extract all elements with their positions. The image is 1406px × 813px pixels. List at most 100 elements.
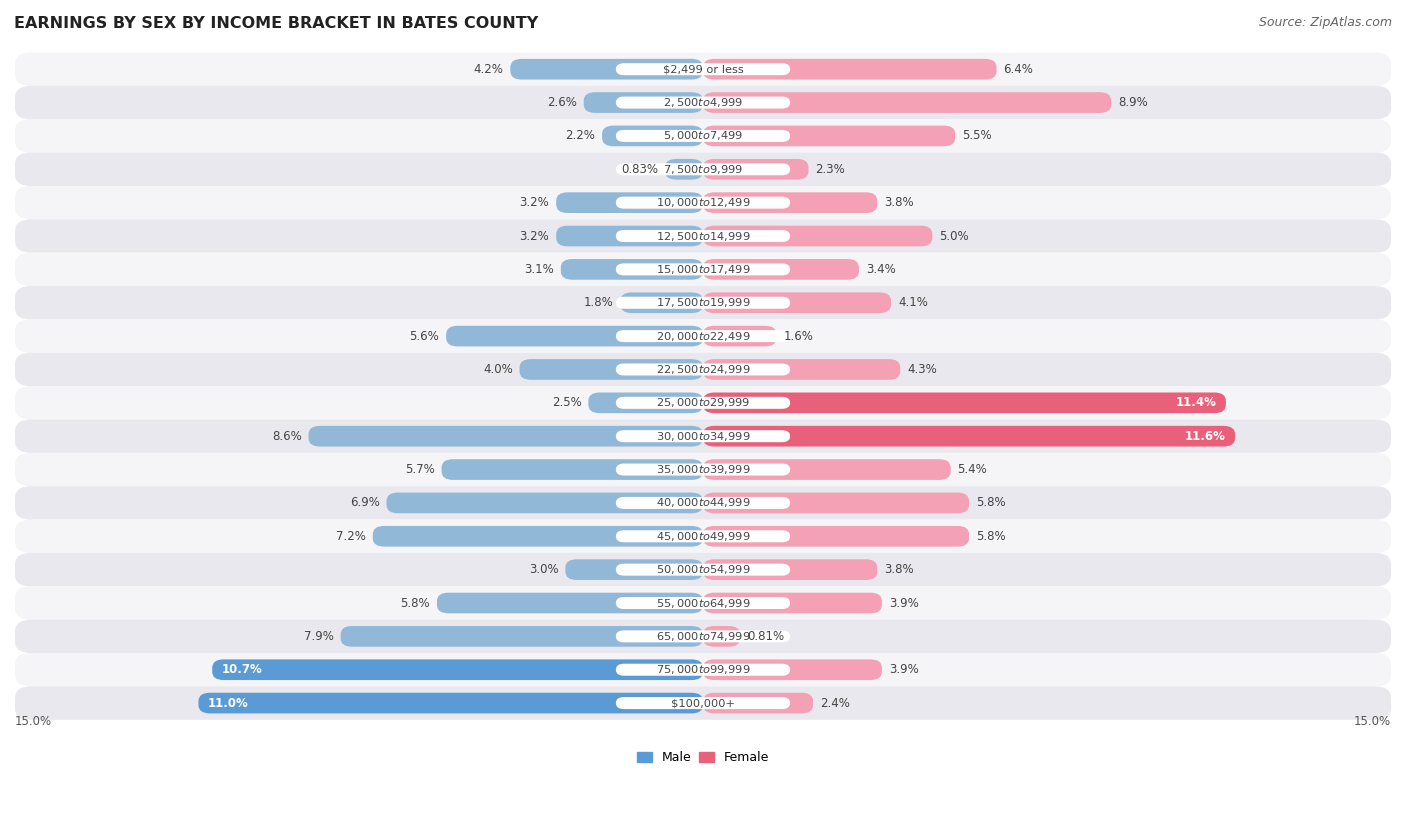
Text: $20,000 to $22,499: $20,000 to $22,499 bbox=[655, 329, 751, 342]
Text: $5,000 to $7,499: $5,000 to $7,499 bbox=[664, 129, 742, 142]
Text: $12,500 to $14,999: $12,500 to $14,999 bbox=[655, 229, 751, 242]
FancyBboxPatch shape bbox=[616, 263, 790, 276]
FancyBboxPatch shape bbox=[557, 226, 703, 246]
FancyBboxPatch shape bbox=[15, 53, 1391, 86]
FancyBboxPatch shape bbox=[15, 620, 1391, 653]
FancyBboxPatch shape bbox=[510, 59, 703, 80]
Text: 10.7%: 10.7% bbox=[221, 663, 262, 676]
Text: 8.9%: 8.9% bbox=[1118, 96, 1147, 109]
Text: 3.2%: 3.2% bbox=[520, 229, 550, 242]
FancyBboxPatch shape bbox=[557, 193, 703, 213]
Text: 5.8%: 5.8% bbox=[976, 497, 1005, 510]
Text: $75,000 to $99,999: $75,000 to $99,999 bbox=[655, 663, 751, 676]
FancyBboxPatch shape bbox=[703, 159, 808, 180]
Text: 3.0%: 3.0% bbox=[529, 563, 558, 576]
FancyBboxPatch shape bbox=[620, 293, 703, 313]
Text: EARNINGS BY SEX BY INCOME BRACKET IN BATES COUNTY: EARNINGS BY SEX BY INCOME BRACKET IN BAT… bbox=[14, 16, 538, 31]
Text: $50,000 to $54,999: $50,000 to $54,999 bbox=[655, 563, 751, 576]
FancyBboxPatch shape bbox=[15, 253, 1391, 286]
FancyBboxPatch shape bbox=[703, 59, 997, 80]
FancyBboxPatch shape bbox=[198, 693, 703, 714]
FancyBboxPatch shape bbox=[15, 420, 1391, 453]
Text: 11.6%: 11.6% bbox=[1185, 430, 1226, 443]
Text: 15.0%: 15.0% bbox=[1354, 715, 1391, 728]
Text: $35,000 to $39,999: $35,000 to $39,999 bbox=[655, 463, 751, 476]
Text: 1.6%: 1.6% bbox=[783, 329, 813, 342]
FancyBboxPatch shape bbox=[703, 426, 1234, 446]
FancyBboxPatch shape bbox=[308, 426, 703, 446]
FancyBboxPatch shape bbox=[340, 626, 703, 646]
FancyBboxPatch shape bbox=[703, 193, 877, 213]
FancyBboxPatch shape bbox=[616, 530, 790, 542]
Text: 6.9%: 6.9% bbox=[350, 497, 380, 510]
FancyBboxPatch shape bbox=[15, 220, 1391, 253]
FancyBboxPatch shape bbox=[616, 230, 790, 242]
Text: 2.3%: 2.3% bbox=[815, 163, 845, 176]
FancyBboxPatch shape bbox=[616, 397, 790, 409]
Text: 3.9%: 3.9% bbox=[889, 597, 918, 610]
FancyBboxPatch shape bbox=[616, 197, 790, 209]
Text: $2,499 or less: $2,499 or less bbox=[662, 64, 744, 74]
Text: 6.4%: 6.4% bbox=[1004, 63, 1033, 76]
FancyBboxPatch shape bbox=[15, 586, 1391, 620]
FancyBboxPatch shape bbox=[588, 393, 703, 413]
Text: 5.7%: 5.7% bbox=[405, 463, 434, 476]
FancyBboxPatch shape bbox=[15, 686, 1391, 720]
FancyBboxPatch shape bbox=[703, 92, 1111, 113]
FancyBboxPatch shape bbox=[703, 626, 740, 646]
Text: $2,500 to $4,999: $2,500 to $4,999 bbox=[664, 96, 742, 109]
FancyBboxPatch shape bbox=[703, 393, 1226, 413]
FancyBboxPatch shape bbox=[703, 559, 877, 580]
Text: Source: ZipAtlas.com: Source: ZipAtlas.com bbox=[1258, 16, 1392, 29]
FancyBboxPatch shape bbox=[15, 453, 1391, 486]
Text: 5.8%: 5.8% bbox=[976, 530, 1005, 543]
Legend: Male, Female: Male, Female bbox=[631, 746, 775, 769]
FancyBboxPatch shape bbox=[703, 226, 932, 246]
Text: 8.6%: 8.6% bbox=[271, 430, 302, 443]
Text: 5.0%: 5.0% bbox=[939, 229, 969, 242]
Text: 1.8%: 1.8% bbox=[583, 296, 613, 309]
Text: 7.2%: 7.2% bbox=[336, 530, 366, 543]
FancyBboxPatch shape bbox=[616, 497, 790, 509]
Text: $22,500 to $24,999: $22,500 to $24,999 bbox=[655, 363, 751, 376]
FancyBboxPatch shape bbox=[15, 320, 1391, 353]
Text: 3.9%: 3.9% bbox=[889, 663, 918, 676]
FancyBboxPatch shape bbox=[703, 693, 813, 714]
Text: $25,000 to $29,999: $25,000 to $29,999 bbox=[655, 396, 751, 409]
FancyBboxPatch shape bbox=[616, 630, 790, 642]
FancyBboxPatch shape bbox=[703, 593, 882, 613]
FancyBboxPatch shape bbox=[616, 330, 790, 342]
Text: $17,500 to $19,999: $17,500 to $19,999 bbox=[655, 296, 751, 309]
FancyBboxPatch shape bbox=[446, 326, 703, 346]
FancyBboxPatch shape bbox=[15, 353, 1391, 386]
Text: 5.6%: 5.6% bbox=[409, 329, 439, 342]
FancyBboxPatch shape bbox=[212, 659, 703, 680]
FancyBboxPatch shape bbox=[616, 697, 790, 709]
FancyBboxPatch shape bbox=[703, 125, 955, 146]
Text: 11.0%: 11.0% bbox=[208, 697, 249, 710]
Text: 0.81%: 0.81% bbox=[747, 630, 785, 643]
FancyBboxPatch shape bbox=[616, 97, 790, 109]
Text: 2.4%: 2.4% bbox=[820, 697, 849, 710]
FancyBboxPatch shape bbox=[616, 663, 790, 676]
Text: 4.2%: 4.2% bbox=[474, 63, 503, 76]
Text: 7.9%: 7.9% bbox=[304, 630, 333, 643]
FancyBboxPatch shape bbox=[15, 653, 1391, 686]
FancyBboxPatch shape bbox=[15, 486, 1391, 520]
FancyBboxPatch shape bbox=[616, 63, 790, 76]
Text: 15.0%: 15.0% bbox=[15, 715, 52, 728]
Text: 2.6%: 2.6% bbox=[547, 96, 576, 109]
FancyBboxPatch shape bbox=[703, 293, 891, 313]
Text: $40,000 to $44,999: $40,000 to $44,999 bbox=[655, 497, 751, 510]
FancyBboxPatch shape bbox=[703, 326, 776, 346]
Text: $15,000 to $17,499: $15,000 to $17,499 bbox=[655, 263, 751, 276]
Text: $45,000 to $49,999: $45,000 to $49,999 bbox=[655, 530, 751, 543]
FancyBboxPatch shape bbox=[15, 520, 1391, 553]
FancyBboxPatch shape bbox=[616, 130, 790, 142]
FancyBboxPatch shape bbox=[15, 386, 1391, 420]
FancyBboxPatch shape bbox=[616, 463, 790, 476]
FancyBboxPatch shape bbox=[437, 593, 703, 613]
FancyBboxPatch shape bbox=[15, 186, 1391, 220]
Text: $55,000 to $64,999: $55,000 to $64,999 bbox=[655, 597, 751, 610]
FancyBboxPatch shape bbox=[703, 526, 969, 546]
